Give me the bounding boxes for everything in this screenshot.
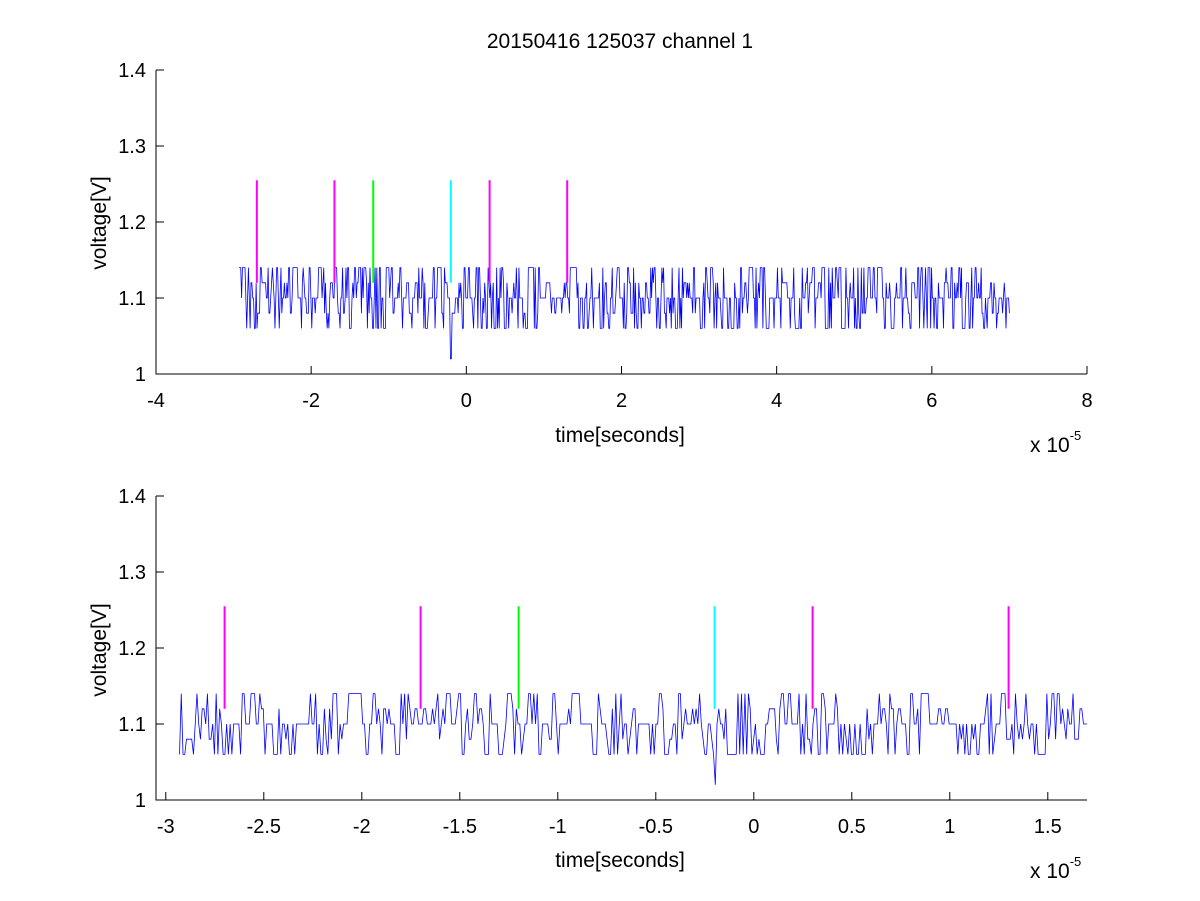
axes-bottom-x-multiplier-base: x 10: [1030, 860, 1070, 883]
x-tick-label: -2: [353, 816, 371, 838]
x-tick-label: -4: [147, 390, 165, 412]
x-tick-label: -0.5: [639, 816, 673, 838]
axes-top-x-multiplier-base: x 10: [1030, 434, 1070, 457]
signal-line: [239, 267, 1010, 360]
axes-top-ylabel: voltage[V]: [88, 176, 111, 269]
y-tick-label: 1.4: [118, 486, 146, 508]
y-tick-label: 1.2: [118, 638, 146, 660]
x-tick-label: 0: [461, 390, 472, 412]
axes-bottom-xlabel: time[seconds]: [555, 849, 685, 872]
signal-line: [179, 693, 1087, 785]
x-tick-label: -3: [157, 816, 175, 838]
x-tick-label: 8: [1081, 390, 1092, 412]
x-tick-label: 4: [771, 390, 782, 412]
axes-top-box: [155, 70, 1087, 375]
x-tick-label: -2: [302, 390, 320, 412]
axes-top: -4 -2 0 2 4 6 8 1 1.1 1.2 1.3 1.4 time[seconds] vo…: [88, 60, 1093, 457]
axes-bottom-signal: [179, 693, 1087, 785]
x-tick-label: 1: [944, 816, 955, 838]
axes-bottom-xticks: -3 -2.5 -2 -1.5 -1 -0.5 0 0.5 1 1.5: [157, 792, 1062, 838]
figure-title: 20150416 125037 channel 1: [487, 30, 753, 53]
axes-top-x-multiplier: x 10-5: [1030, 428, 1081, 457]
axes-top-markers: [255, 180, 569, 283]
axes-bottom-markers: [223, 606, 1010, 709]
x-tick-label: -1.5: [443, 816, 477, 838]
axes-bottom-yticks: 1 1.1 1.2 1.3 1.4: [118, 486, 164, 812]
y-tick-label: 1.2: [118, 212, 146, 234]
axes-top-x-multiplier-exp: -5: [1070, 428, 1082, 443]
x-tick-label: 1.5: [1034, 816, 1062, 838]
x-tick-label: 0.5: [838, 816, 866, 838]
y-tick-label: 1: [135, 790, 146, 812]
axes-bottom-x-multiplier-exp: -5: [1070, 854, 1082, 869]
y-tick-label: 1.1: [118, 288, 146, 310]
axes-bottom-x-multiplier: x 10-5: [1030, 854, 1081, 883]
axes-top-signal: [239, 267, 1010, 360]
x-tick-label: -2.5: [247, 816, 281, 838]
axes-bottom-box: [155, 496, 1087, 801]
y-tick-label: 1.3: [118, 562, 146, 584]
y-tick-label: 1.3: [118, 136, 146, 158]
y-tick-label: 1: [135, 364, 146, 386]
y-tick-label: 1.4: [118, 60, 146, 82]
axes-top-xlabel: time[seconds]: [555, 424, 685, 447]
x-tick-label: 2: [616, 390, 627, 412]
axes-top-xticks: -4 -2 0 2 4 6 8: [147, 366, 1093, 412]
x-tick-label: 6: [926, 390, 937, 412]
axes-bottom: -3 -2.5 -2 -1.5 -1 -0.5 0 0.5 1 1.5 1 1.1 1.2 1.3 1.4…: [88, 486, 1087, 883]
axes-bottom-ylabel: voltage[V]: [88, 603, 111, 696]
x-tick-label: -1: [549, 816, 567, 838]
y-tick-label: 1.1: [118, 714, 146, 736]
axes-top-yticks: 1 1.1 1.2 1.3 1.4: [118, 60, 164, 386]
x-tick-label: 0: [748, 816, 759, 838]
